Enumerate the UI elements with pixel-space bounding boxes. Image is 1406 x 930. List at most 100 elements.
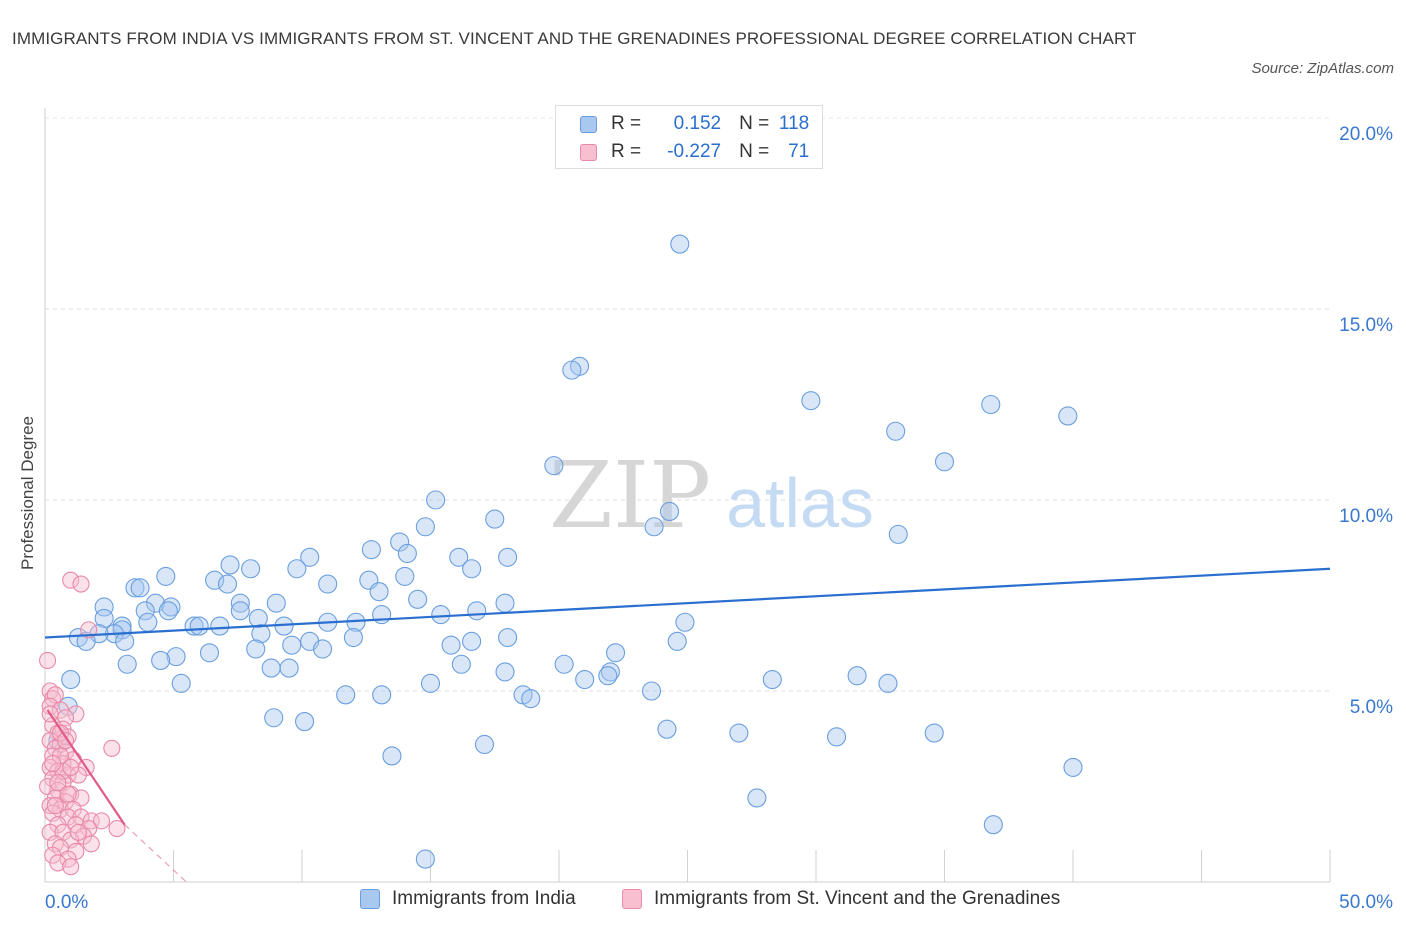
y-tick-label: 10.0% [1339,506,1393,527]
india-point [762,669,782,690]
st-vincent-point [46,797,64,815]
legend-label-st-vincent: Immigrants from St. Vincent and the Gren… [654,888,1061,909]
india-point [498,547,518,567]
chart-title: IMMIGRANTS FROM INDIA VS IMMIGRANTS FROM… [12,29,1137,48]
st-vincent-trend-extension [124,824,187,883]
india-point [156,566,176,586]
india-point [934,452,955,472]
india-point [318,574,338,594]
india-point [924,723,944,743]
india-point [886,421,906,441]
india-point [659,501,680,522]
legend-item-st-vincent[interactable]: Immigrants from St. Vincent and the Gren… [622,888,1060,910]
india-point [135,601,155,621]
st-vincent-point [39,651,57,669]
india-point [287,559,307,579]
india-point [248,608,268,628]
india-point [431,605,451,625]
india-point [847,666,867,686]
india-point [390,532,410,552]
india-point [117,654,137,674]
india-point [372,685,392,705]
india-point [554,654,574,674]
india-point [241,559,261,579]
legend-item-india[interactable]: Immigrants from India [360,888,576,910]
india-point [361,540,381,560]
india-point [644,517,664,537]
india-point [485,509,505,529]
st-vincent-trend-line [46,709,126,826]
india-point [747,788,767,808]
india-point [94,597,114,617]
n-label: N = [739,141,770,162]
india-point [462,631,482,651]
st-vincent-point [92,812,111,830]
india-point [449,547,469,567]
y-tick-label: 20.0% [1339,124,1393,145]
india-point [415,517,435,537]
india-point [878,673,898,693]
india-point [166,647,186,667]
watermark-atlas: atlas [726,464,874,542]
india-point [205,570,225,590]
india-point [115,631,135,651]
india-point [138,612,158,632]
india-point [562,360,582,380]
india-point [264,708,284,728]
r-label: R = [611,141,642,162]
india-point [189,616,209,636]
st-vincent-point [44,755,62,773]
stats-row-india: R = 0.152 N = 118 [580,111,809,137]
st-vincent-point [62,758,80,776]
india-point [230,593,250,613]
india-point [246,639,266,659]
india-point [451,654,471,674]
india-point [888,524,908,544]
india-point [415,849,435,869]
india-point [801,391,821,411]
india-point [605,643,626,663]
st-vincent-point [67,705,85,723]
india-point [336,685,356,705]
india-point [498,627,518,648]
st-vincent-point [82,835,100,853]
india-point [575,669,595,690]
source-label: Source: ZipAtlas.com [1251,60,1394,77]
india-point [467,601,487,621]
trend-lines [44,567,1331,883]
india-point [598,666,618,686]
india-point [130,578,150,598]
india-point [521,689,541,709]
y-tick-label: 15.0% [1339,315,1393,336]
india-point [981,394,1001,415]
india-point [395,566,415,586]
india-point [76,631,96,651]
india-point [369,582,389,602]
india-point [729,723,749,743]
india-point [199,643,220,663]
india-point [667,631,687,651]
st-vincent-legend-swatch [622,889,642,909]
st-vincent-point [62,571,80,589]
india-point [282,635,302,655]
tick-labels: 5.0% 10.0% 15.0% 20.0% 0.0% 50.0% [45,124,1393,913]
legend: Immigrants from India Immigrants from St… [0,888,1406,916]
india-point [408,589,428,609]
india-point [94,608,114,628]
india-point [1058,406,1078,426]
india-point [495,662,515,682]
india-point [343,627,363,648]
st-vincent-swatch [580,143,597,161]
india-point [300,547,320,567]
india-point [295,712,315,732]
india-point [313,639,333,659]
stats-box: R = 0.152 N = 118 R = -0.227 N = 71 [555,105,823,169]
india-point [397,543,417,564]
india-point [61,669,81,690]
st-vincent-point [49,774,67,792]
india-r-value: 0.152 [673,113,722,134]
stats-row-st-vincent: R = -0.227 N = 71 [580,139,809,165]
watermark-zip: ZIP [549,442,711,549]
india-n-value: 118 [778,113,810,134]
